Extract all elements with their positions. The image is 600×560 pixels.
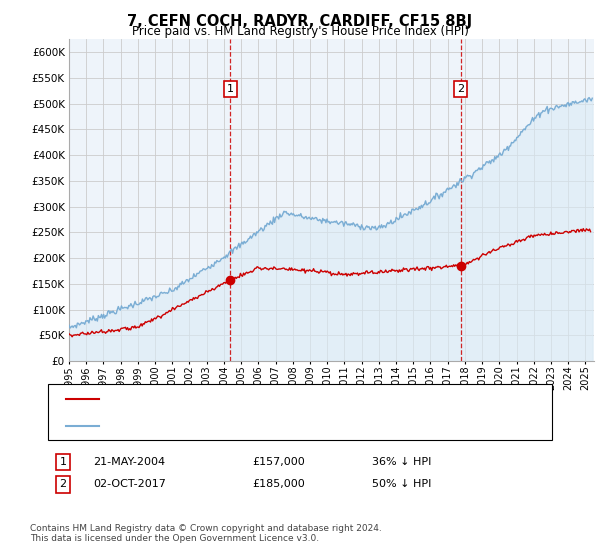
Text: 02-OCT-2017: 02-OCT-2017: [93, 479, 166, 489]
Text: 2: 2: [59, 479, 67, 489]
Text: 36% ↓ HPI: 36% ↓ HPI: [372, 457, 431, 467]
Text: 21-MAY-2004: 21-MAY-2004: [93, 457, 165, 467]
Text: 7, CEFN COCH, RADYR, CARDIFF, CF15 8BJ (detached house): 7, CEFN COCH, RADYR, CARDIFF, CF15 8BJ (…: [102, 394, 417, 404]
Text: Contains HM Land Registry data © Crown copyright and database right 2024.
This d: Contains HM Land Registry data © Crown c…: [30, 524, 382, 543]
Text: 2: 2: [457, 84, 464, 94]
Text: £185,000: £185,000: [252, 479, 305, 489]
Text: 7, CEFN COCH, RADYR, CARDIFF, CF15 8BJ: 7, CEFN COCH, RADYR, CARDIFF, CF15 8BJ: [127, 14, 473, 29]
Text: £157,000: £157,000: [252, 457, 305, 467]
Text: Price paid vs. HM Land Registry's House Price Index (HPI): Price paid vs. HM Land Registry's House …: [131, 25, 469, 38]
Text: HPI: Average price, detached house, Cardiff: HPI: Average price, detached house, Card…: [102, 421, 330, 431]
Text: 1: 1: [59, 457, 67, 467]
Text: 1: 1: [227, 84, 234, 94]
Text: 50% ↓ HPI: 50% ↓ HPI: [372, 479, 431, 489]
